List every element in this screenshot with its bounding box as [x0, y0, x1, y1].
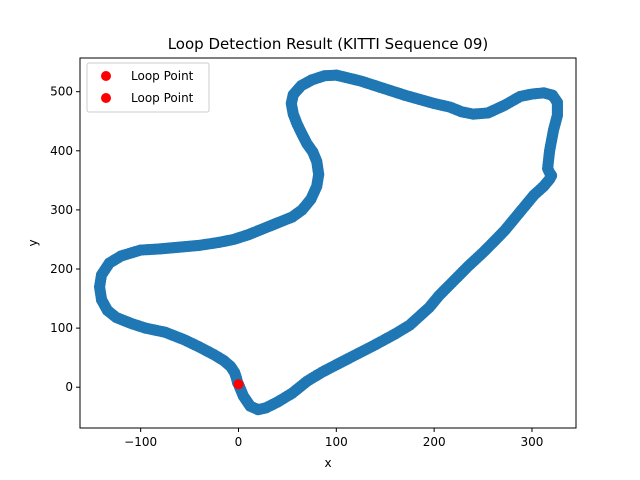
- legend-marker-loop-point-2: [101, 93, 111, 103]
- x-tick-label: 0: [235, 435, 243, 449]
- chart-title: Loop Detection Result (KITTI Sequence 09…: [168, 35, 489, 53]
- y-tick-label: 400: [50, 144, 73, 158]
- x-tick-label: −100: [124, 435, 157, 449]
- x-tick-label: 200: [423, 435, 446, 449]
- legend-label-loop-point-2: Loop Point: [131, 91, 194, 105]
- legend: Loop Point Loop Point: [86, 62, 210, 113]
- y-tick-label: 200: [50, 262, 73, 276]
- loop-point-marker: [233, 379, 244, 390]
- legend-box: [86, 62, 210, 113]
- legend-marker-loop-point-1: [101, 71, 111, 81]
- y-axis-label: y: [26, 239, 40, 246]
- y-tick-label: 300: [50, 203, 73, 217]
- y-axis-ticks: 0 100 200 300 400 500: [50, 85, 80, 394]
- plot-marks: [93, 69, 564, 416]
- x-axis-ticks: −100 0 100 200 300: [124, 428, 543, 449]
- x-tick-label: 100: [325, 435, 348, 449]
- plot-frame: [79, 57, 577, 429]
- x-tick-label: 300: [521, 435, 544, 449]
- x-axis-label: x: [324, 456, 331, 470]
- y-tick-label: 0: [65, 380, 73, 394]
- y-tick-label: 100: [50, 321, 73, 335]
- legend-label-loop-point-1: Loop Point: [131, 69, 194, 83]
- y-tick-label: 500: [50, 85, 73, 99]
